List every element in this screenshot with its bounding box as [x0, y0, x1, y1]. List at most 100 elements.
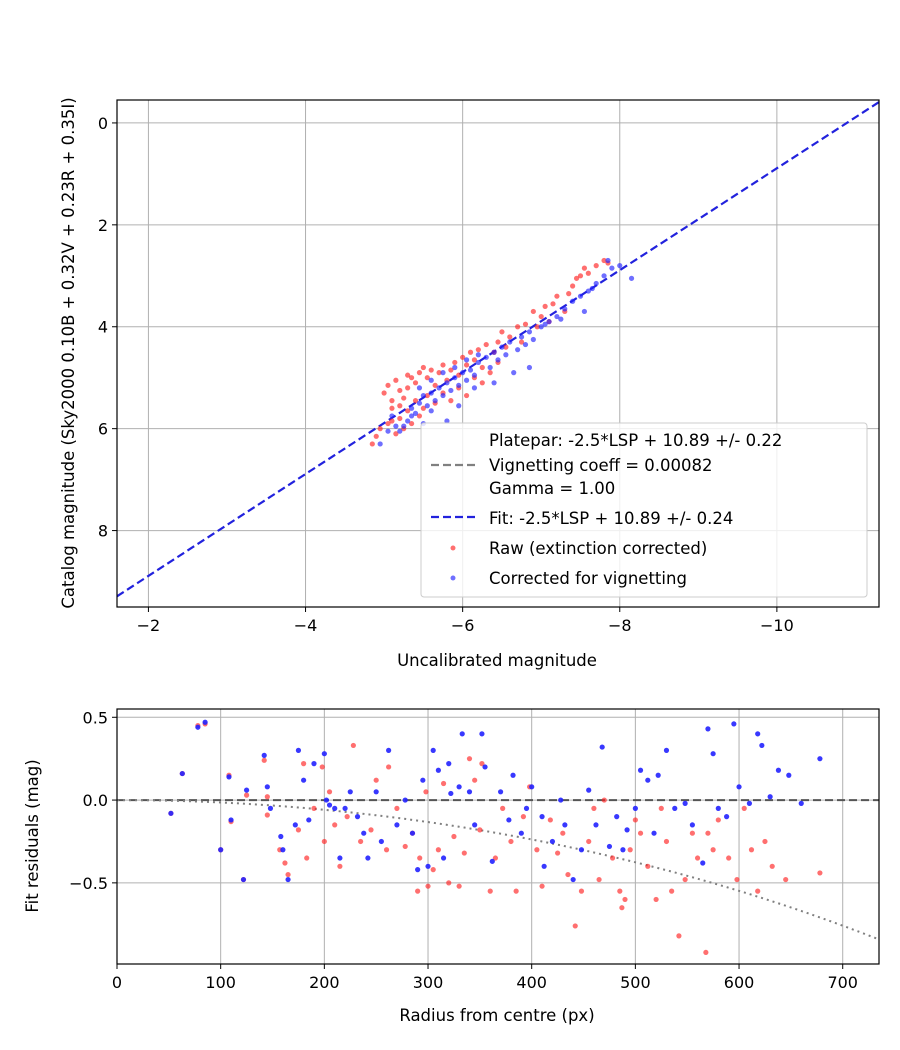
- raw-residual-point: [373, 777, 379, 783]
- corrected-residual-point: [278, 833, 284, 840]
- raw-point: [416, 413, 423, 419]
- corrected-point: [416, 400, 423, 406]
- corrected-residual-point: [523, 805, 530, 811]
- residuals-chart: 0 100 200 300 400 500 600 700 0.5 0.0 −0.5 Radius …: [23, 708, 880, 1025]
- corrected-point: [432, 398, 438, 404]
- corrected-point: [554, 313, 560, 320]
- raw-point: [515, 324, 521, 330]
- raw-residual-point: [446, 880, 452, 886]
- raw-point: [420, 405, 426, 411]
- corrected-point: [452, 375, 458, 381]
- corrected-residual-point: [700, 860, 706, 866]
- x-tick-label: 300: [413, 973, 444, 992]
- corrected-residual-point: [295, 747, 302, 753]
- raw-residual-point: [591, 805, 597, 811]
- corrected-residual-point: [402, 797, 408, 803]
- corrected-residual-point: [645, 777, 651, 783]
- raw-residual-point: [645, 863, 651, 869]
- corrected-residual-point: [179, 770, 185, 777]
- raw-residual-point: [555, 850, 561, 856]
- corrected-point: [526, 364, 533, 371]
- corrected-point: [440, 392, 446, 399]
- corrected-point: [397, 428, 403, 434]
- corrected-residual-point: [614, 814, 620, 820]
- corrected-residual-point: [746, 800, 753, 806]
- raw-residual-point: [619, 905, 625, 911]
- corrected-residual-point: [562, 822, 568, 828]
- raw-point: [554, 293, 560, 299]
- raw-point: [393, 431, 399, 437]
- x-tick-label: 100: [205, 973, 236, 992]
- raw-residual-point: [596, 876, 602, 883]
- corrected-residual-point: [354, 814, 361, 820]
- raw-point: [408, 420, 415, 427]
- corrected-point: [467, 367, 474, 373]
- raw-point: [369, 441, 375, 447]
- raw-point: [542, 303, 548, 309]
- raw-residual-point: [423, 789, 429, 795]
- raw-residual-point: [477, 827, 483, 833]
- raw-residual-point: [301, 761, 307, 767]
- corrected-residual-point: [430, 747, 436, 753]
- raw-residual-point: [425, 883, 431, 889]
- corrected-residual-point: [549, 838, 556, 845]
- raw-point: [503, 344, 509, 350]
- raw-residual-point: [694, 855, 701, 861]
- raw-residual-point: [560, 830, 566, 836]
- corrected-point: [471, 372, 478, 378]
- corrected-point: [463, 377, 470, 383]
- raw-residual-point: [653, 896, 659, 903]
- corrected-point: [452, 364, 458, 371]
- corrected-residual-point: [168, 810, 174, 816]
- raw-point: [408, 375, 415, 381]
- raw-residual-point: [337, 863, 343, 869]
- corrected-residual-point: [672, 805, 678, 811]
- data-points: [168, 719, 823, 956]
- corrected-point: [483, 354, 489, 360]
- raw-residual-point: [715, 817, 721, 823]
- raw-residual-point: [435, 847, 441, 853]
- raw-residual-point: [520, 814, 527, 820]
- grid: [116, 709, 879, 964]
- corrected-point: [522, 341, 529, 348]
- corrected-point: [570, 298, 576, 304]
- raw-point: [522, 321, 529, 327]
- corrected-residual-point: [655, 772, 661, 778]
- corrected-point: [385, 428, 391, 434]
- corrected-residual-point: [578, 847, 585, 853]
- raw-point: [373, 433, 379, 439]
- corrected-point: [475, 352, 481, 358]
- plot-frame: [116, 99, 880, 608]
- corrected-residual-point: [599, 744, 605, 750]
- y-tick-label: 2: [98, 216, 108, 235]
- x-axis-label: Uncalibrated magnitude: [397, 651, 597, 670]
- corrected-residual-point: [394, 822, 400, 828]
- corrected-residual-point: [715, 805, 721, 811]
- corrected-residual-point: [301, 777, 307, 783]
- y-tick-label: 0.0: [83, 791, 108, 810]
- corrected-point: [460, 370, 466, 376]
- corrected-residual-point: [497, 789, 504, 795]
- corrected-point: [420, 392, 426, 399]
- legend-box: [420, 422, 868, 598]
- raw-point: [424, 392, 430, 399]
- raw-residual-point: [492, 855, 499, 861]
- corrected-residual-point: [736, 784, 742, 790]
- corrected-residual-point: [510, 772, 516, 778]
- corrected-residual-point: [425, 863, 431, 869]
- corrected-point: [593, 280, 599, 287]
- corrected-residual-point: [195, 724, 201, 730]
- corrected-point: [499, 344, 505, 350]
- plot-area: [117, 709, 879, 964]
- raw-point: [428, 367, 434, 373]
- corrected-residual-point: [489, 858, 495, 864]
- corrected-point: [605, 257, 611, 264]
- raw-residual-point: [243, 792, 250, 798]
- corrected-point: [558, 316, 564, 322]
- raw-residual-point: [734, 876, 740, 883]
- corrected-point: [628, 275, 635, 281]
- raw-residual-point: [565, 871, 571, 878]
- raw-residual-point: [710, 847, 716, 853]
- corrected-point: [428, 390, 434, 396]
